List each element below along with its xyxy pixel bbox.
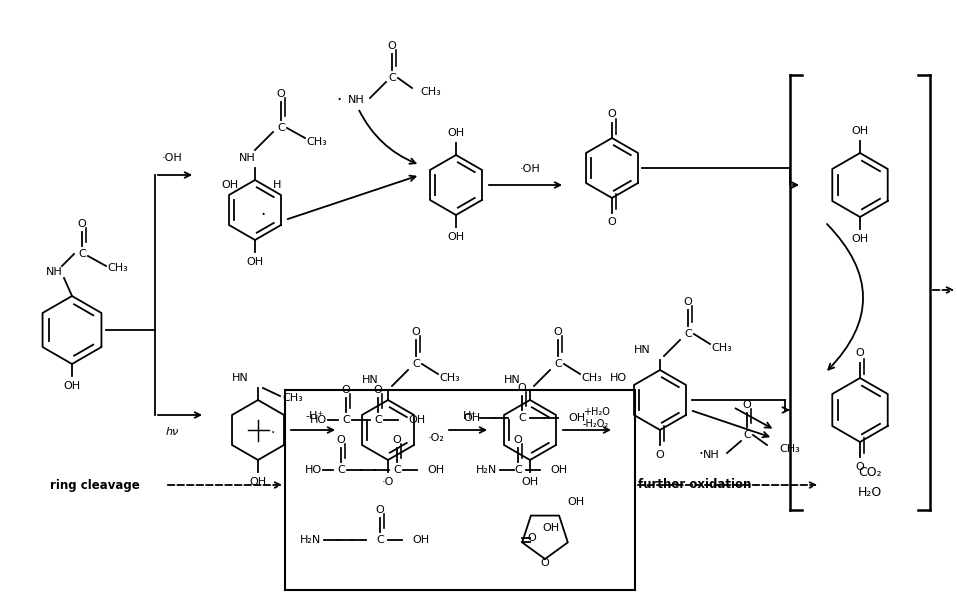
- Text: NH: NH: [702, 450, 720, 460]
- Text: C: C: [744, 430, 751, 440]
- Text: CH₃: CH₃: [439, 373, 460, 383]
- Text: OH: OH: [448, 128, 464, 138]
- Text: CO₂: CO₂: [858, 466, 881, 479]
- Text: O: O: [608, 109, 616, 119]
- Text: O: O: [528, 533, 537, 543]
- Text: CH₃: CH₃: [582, 373, 602, 383]
- Bar: [285, 390, 635, 590]
- Text: C: C: [514, 465, 522, 475]
- Text: CH₃: CH₃: [306, 137, 327, 147]
- Text: O: O: [608, 217, 616, 227]
- Text: CH₃: CH₃: [282, 393, 303, 403]
- Text: HO: HO: [610, 373, 627, 383]
- Text: C: C: [412, 359, 420, 369]
- Text: CH₃: CH₃: [107, 263, 128, 273]
- Text: -H₂O₂: -H₂O₂: [583, 419, 609, 429]
- Text: O: O: [554, 327, 563, 337]
- Text: O: O: [277, 89, 285, 99]
- Text: O: O: [78, 219, 86, 229]
- Text: C: C: [389, 73, 396, 83]
- Text: OH: OH: [448, 232, 464, 242]
- Text: O: O: [373, 385, 383, 395]
- Text: CH₃: CH₃: [779, 444, 800, 454]
- Text: O: O: [412, 327, 420, 337]
- Text: O: O: [376, 505, 385, 515]
- Text: H₂O: H₂O: [857, 485, 882, 498]
- Text: +H₂O: +H₂O: [583, 407, 610, 417]
- Text: NH: NH: [238, 153, 256, 163]
- Text: OH: OH: [412, 535, 429, 545]
- Text: C: C: [376, 535, 384, 545]
- Text: OH: OH: [463, 413, 480, 423]
- Text: O: O: [656, 450, 664, 460]
- Text: OH: OH: [568, 497, 584, 507]
- Text: HN: HN: [232, 373, 249, 383]
- Text: H₂N: H₂N: [476, 465, 498, 475]
- Text: OH: OH: [250, 477, 267, 487]
- Text: O: O: [518, 383, 526, 393]
- Text: ·: ·: [336, 91, 342, 109]
- Text: C: C: [393, 465, 401, 475]
- Text: O: O: [388, 41, 396, 51]
- Text: HN: HN: [362, 375, 378, 385]
- Text: O: O: [392, 435, 401, 445]
- Text: ·OH: ·OH: [520, 164, 541, 174]
- Text: OH: OH: [568, 413, 585, 423]
- Text: OH: OH: [543, 524, 560, 533]
- Text: -H⁺: -H⁺: [306, 411, 324, 421]
- Text: ·: ·: [271, 426, 276, 440]
- Text: OH: OH: [852, 126, 869, 136]
- Text: C: C: [78, 249, 86, 259]
- Text: HO: HO: [305, 465, 323, 475]
- Text: OH: OH: [247, 257, 263, 267]
- Text: HN: HN: [634, 345, 651, 355]
- Text: ring cleavage: ring cleavage: [50, 479, 140, 491]
- Text: H⁺: H⁺: [463, 411, 478, 421]
- Text: O: O: [514, 435, 523, 445]
- Text: ·: ·: [699, 448, 703, 463]
- Text: OH: OH: [408, 415, 425, 425]
- Text: H: H: [273, 180, 281, 190]
- Text: C: C: [554, 359, 562, 369]
- Text: NH: NH: [348, 95, 365, 105]
- Text: C: C: [374, 415, 382, 425]
- Text: OH: OH: [427, 465, 444, 475]
- Text: CH₃: CH₃: [420, 87, 441, 97]
- Text: C: C: [684, 329, 692, 339]
- Text: O: O: [337, 435, 345, 445]
- Text: O: O: [541, 558, 549, 568]
- Text: hν: hν: [166, 427, 179, 437]
- Text: HO: HO: [310, 415, 327, 425]
- Text: HN: HN: [503, 375, 521, 385]
- Text: O: O: [856, 462, 864, 472]
- Text: O: O: [683, 297, 692, 307]
- Text: O: O: [856, 348, 864, 358]
- Text: ·O: ·O: [382, 477, 394, 487]
- Text: O: O: [342, 385, 350, 395]
- Text: ·O₂: ·O₂: [428, 433, 444, 443]
- Text: O: O: [743, 400, 751, 410]
- Text: NH: NH: [46, 267, 62, 277]
- Text: C: C: [518, 413, 526, 423]
- Text: OH: OH: [522, 477, 539, 487]
- Text: OH: OH: [63, 381, 80, 391]
- Text: C: C: [337, 465, 345, 475]
- Text: OH: OH: [221, 180, 238, 190]
- Text: ·OH: ·OH: [162, 153, 183, 163]
- Text: C: C: [342, 415, 350, 425]
- Text: ·: ·: [260, 206, 266, 224]
- Text: H₂N: H₂N: [300, 535, 322, 545]
- Text: OH: OH: [550, 465, 568, 475]
- Text: further oxidation: further oxidation: [638, 479, 751, 491]
- Text: OH: OH: [852, 234, 869, 244]
- Text: C: C: [278, 123, 285, 133]
- Text: CH₃: CH₃: [712, 343, 732, 353]
